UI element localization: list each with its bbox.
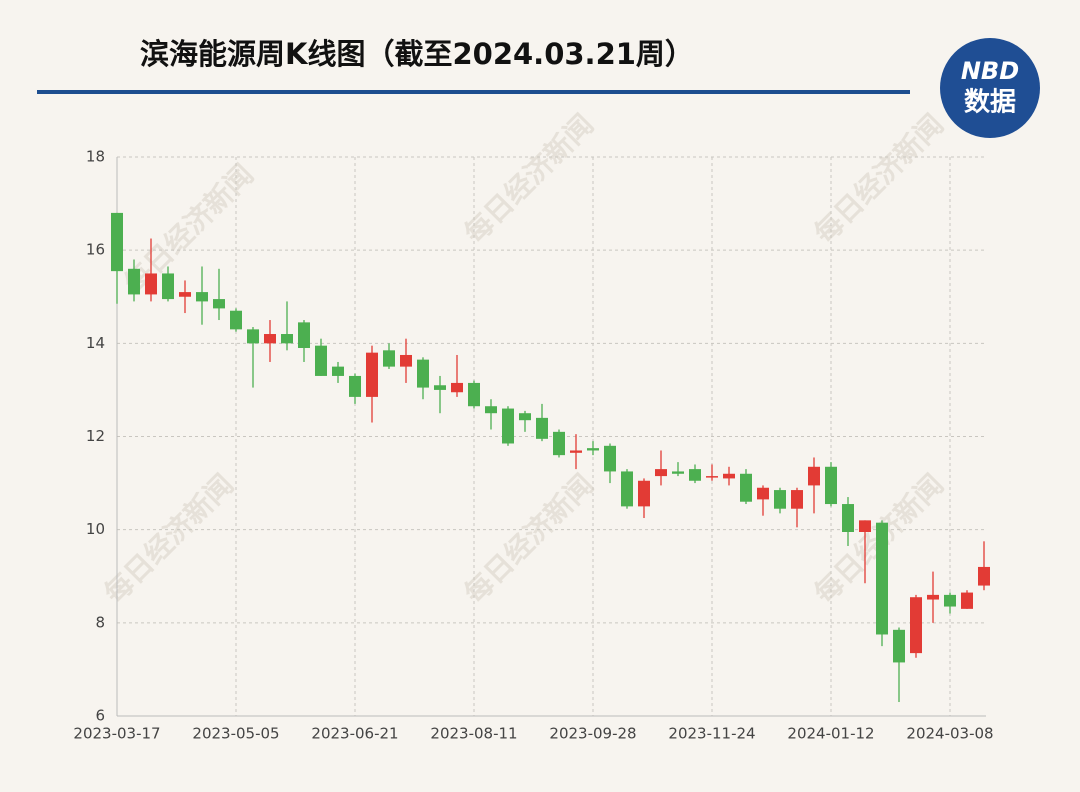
x-tick-label: 2024-03-08: [906, 725, 993, 743]
x-tick-label: 2024-01-12: [787, 725, 874, 743]
candle-body: [672, 471, 684, 474]
y-tick-label: 8: [95, 613, 105, 631]
candle-body: [315, 345, 327, 376]
candle-body: [366, 352, 378, 397]
y-tick-label: 12: [86, 427, 105, 445]
candle-body: [298, 322, 310, 348]
candle-body: [757, 487, 769, 500]
candle-body: [893, 629, 905, 663]
candle-body: [808, 466, 820, 486]
candle-body: [536, 417, 548, 439]
candle-body: [111, 212, 123, 272]
candle-body: [859, 520, 871, 532]
candle-body: [247, 329, 259, 344]
candle-body: [774, 490, 786, 509]
candle-body: [179, 292, 191, 297]
candle-body: [791, 490, 803, 509]
candle-body: [264, 334, 276, 344]
candle-body: [587, 448, 599, 451]
candle-body: [740, 473, 752, 502]
candle-body: [570, 450, 582, 453]
candle-body: [910, 597, 922, 654]
candle-body: [451, 382, 463, 393]
candle-body: [825, 466, 837, 505]
candle-body: [349, 375, 361, 397]
y-tick-label: 16: [86, 241, 105, 259]
x-tick-label: 2023-11-24: [668, 725, 755, 743]
title-rule: [37, 90, 910, 94]
candle-body: [332, 366, 344, 376]
candle-body: [553, 431, 565, 456]
candle-body: [638, 480, 650, 507]
candle-body: [706, 476, 718, 478]
y-tick-label: 18: [86, 148, 105, 166]
candle-body: [842, 504, 854, 532]
logo-text: NBD: [961, 57, 1019, 85]
candle-body: [621, 471, 633, 507]
chart-title: 滨海能源周K线图（截至2024.03.21周）: [140, 37, 694, 71]
x-tick-label: 2023-03-17: [73, 725, 160, 743]
candle-body: [196, 292, 208, 302]
y-tick-label: 6: [95, 707, 105, 725]
candle-body: [281, 334, 293, 344]
candle-body: [145, 273, 157, 295]
candle-body: [230, 310, 242, 330]
logo: [940, 38, 1040, 138]
candle-body: [383, 350, 395, 367]
candle-body: [689, 469, 701, 481]
candle-body: [519, 413, 531, 421]
y-tick-label: 10: [86, 520, 105, 538]
x-tick-label: 2023-06-21: [311, 725, 398, 743]
logo-text: 数据: [964, 88, 1016, 118]
candle-body: [876, 522, 888, 635]
candle-body: [128, 268, 140, 295]
candle-body: [417, 359, 429, 388]
x-tick-label: 2023-05-05: [192, 725, 279, 743]
candle-body: [604, 445, 616, 472]
x-tick-label: 2023-09-28: [549, 725, 636, 743]
candle-body: [961, 592, 973, 609]
candle-body: [213, 299, 225, 309]
y-tick-label: 14: [86, 334, 105, 352]
candle-body: [655, 469, 667, 477]
candle-body: [400, 354, 412, 367]
candle-body: [944, 594, 956, 607]
candle-body: [723, 473, 735, 479]
candle-body: [468, 382, 480, 407]
candle-body: [434, 385, 446, 390]
x-tick-label: 2023-08-11: [430, 725, 517, 743]
candle-body: [978, 566, 990, 586]
candle-body: [502, 408, 514, 444]
candle-body: [927, 594, 939, 600]
candle-body: [162, 273, 174, 300]
candle-body: [485, 406, 497, 414]
